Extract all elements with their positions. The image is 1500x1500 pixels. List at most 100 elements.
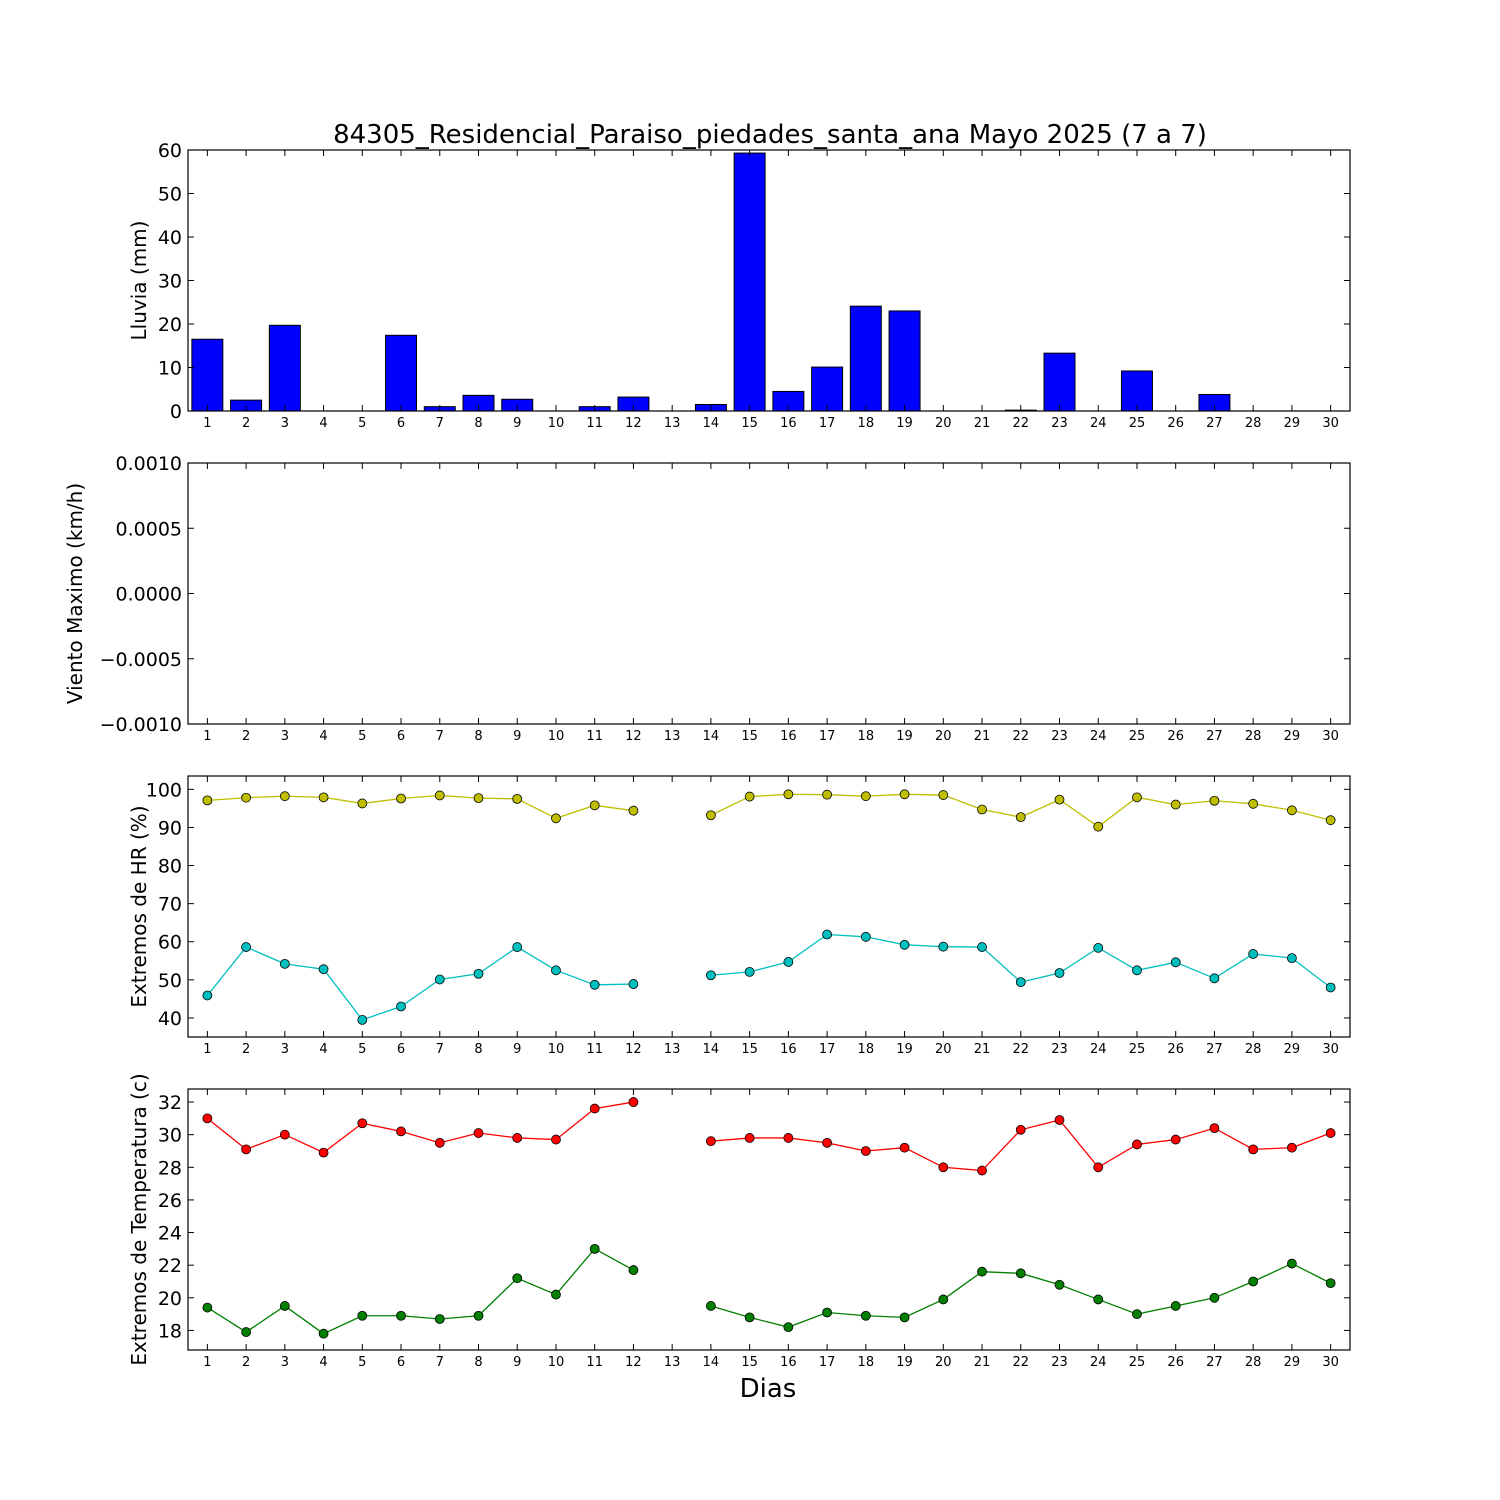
- humidity-ytick-label: 90: [158, 817, 182, 839]
- humidity-xtick-label: 2: [242, 1042, 250, 1057]
- humidity-series-2-point-day-17: [822, 929, 832, 940]
- temperature-series-2-point-day-8: [473, 1310, 484, 1321]
- temperature-series-1-point-day-26: [1170, 1134, 1181, 1145]
- humidity-xtick-label: 1: [203, 1042, 211, 1057]
- rain-xtick-label: 23: [1051, 416, 1068, 431]
- humidity-series-1-point-day-8: [473, 793, 484, 803]
- wind-xtick-label: 28: [1245, 729, 1262, 744]
- humidity-series-1-point-day-17: [822, 789, 832, 800]
- temperature-series-1-point-day-30: [1325, 1128, 1336, 1138]
- temperature-series-1-point-day-29: [1287, 1142, 1297, 1153]
- temperature-series-2-point-day-3: [279, 1301, 290, 1311]
- temperature-xtick-label: 25: [1129, 1355, 1146, 1370]
- rain-xtick-label: 1: [203, 416, 211, 431]
- rain-xtick-label: 4: [319, 416, 327, 431]
- temperature-xtick-label: 9: [513, 1355, 521, 1370]
- wind-xtick-label: 20: [935, 729, 952, 744]
- humidity-series-2-point-day-21: [977, 942, 987, 952]
- wind-xtick-label: 15: [741, 729, 758, 744]
- humidity-xtick-label: 15: [741, 1042, 758, 1057]
- wind-xtick-label: 13: [664, 729, 681, 744]
- humidity-series-2-point-day-27: [1209, 973, 1220, 984]
- temperature-xtick-label: 18: [858, 1355, 875, 1370]
- temperature-series-2-point-day-15: [744, 1312, 755, 1323]
- humidity-series-2-point-day-14: [706, 970, 716, 981]
- temperature-series-2-point-day-22: [1015, 1268, 1026, 1279]
- humidity-xtick-label: 23: [1051, 1042, 1068, 1057]
- rain-ytick-label: 40: [158, 227, 182, 249]
- temperature-series-2-point-day-17: [822, 1307, 832, 1318]
- humidity-series-2-point-day-2: [241, 942, 252, 952]
- humidity-series-1-point-day-23: [1054, 794, 1065, 805]
- temperature-series-1-point-day-7: [434, 1137, 445, 1148]
- temperature-xtick-label: 22: [1012, 1355, 1029, 1370]
- humidity-series-1-point-day-4: [318, 792, 329, 803]
- temperature-series-2-point-day-28: [1248, 1276, 1259, 1287]
- humidity-series-2-line-1: [206, 946, 634, 1021]
- rain-ytick-label: 50: [158, 184, 182, 206]
- rain-plot-frame: [187, 149, 1351, 412]
- temperature-ytick-label: 30: [158, 1125, 182, 1147]
- temperature-series-2-point-day-7: [434, 1314, 445, 1324]
- temperature-series-1: [202, 1097, 1336, 1176]
- temperature-series-1-point-day-4: [318, 1147, 329, 1158]
- humidity-series-1-point-day-14: [706, 810, 716, 821]
- rain-xtick-label: 16: [780, 416, 797, 431]
- humidity-xtick-label: 28: [1245, 1042, 1262, 1057]
- temperature-xtick-label: 30: [1322, 1355, 1339, 1370]
- temperature-xtick-label: 5: [358, 1355, 366, 1370]
- wind-xtick-label: 5: [358, 729, 366, 744]
- rain-xtick-label: 8: [474, 416, 482, 431]
- humidity-series-1-point-day-22: [1015, 812, 1026, 823]
- rain-xtick-label: 21: [974, 416, 991, 431]
- humidity-series-1-line-1: [207, 794, 634, 819]
- humidity-series-1-point-day-11: [589, 800, 600, 811]
- humidity-series-2-point-day-25: [1132, 965, 1142, 976]
- temperature-series-2-point-day-2: [241, 1327, 252, 1337]
- rain-xtick-label: 30: [1322, 416, 1339, 431]
- humidity-series-2-point-day-3: [279, 958, 290, 969]
- wind-xtick-label: 22: [1012, 729, 1029, 744]
- humidity-xtick-label: 3: [281, 1042, 289, 1057]
- temperature-xtick-label: 11: [586, 1355, 603, 1370]
- temperature-series-1-line-1: [206, 1101, 634, 1154]
- rain-xtick-label: 27: [1206, 416, 1223, 431]
- temperature-series-1-point-day-17: [822, 1137, 832, 1148]
- figure-title: 84305_Residencial_Paraiso_piedades_santa…: [333, 120, 1207, 150]
- temperature-xtick-label: 6: [397, 1355, 405, 1370]
- rain-xtick-label: 12: [625, 416, 642, 431]
- temperature-xtick-label: 16: [780, 1355, 797, 1370]
- temperature-series-2-point-day-12: [628, 1265, 639, 1275]
- temperature-ytick-label: 22: [158, 1255, 182, 1277]
- rain-xtick-label: 3: [281, 416, 289, 431]
- temperature-series-1-point-day-2: [241, 1144, 252, 1155]
- rain-ytick-label: 10: [158, 358, 182, 380]
- humidity-series-2-point-day-10: [551, 965, 561, 976]
- temperature-xtick-label: 19: [896, 1355, 913, 1370]
- temperature-xtick-label: 13: [664, 1355, 681, 1370]
- wind-ytick-label: 0.0010: [116, 453, 182, 475]
- humidity-series-1-point-day-16: [783, 789, 794, 800]
- humidity-series-2-point-day-22: [1015, 977, 1026, 988]
- temperature-series-1-point-day-15: [744, 1133, 755, 1143]
- rain-bar-day-17: [811, 366, 844, 412]
- x-axis-label: Dias: [740, 1374, 797, 1404]
- wind-xtick-label: 17: [819, 729, 836, 744]
- rain-ytick-label: 60: [158, 140, 182, 162]
- wind-xtick-label: 23: [1051, 729, 1068, 744]
- temperature-ytick-label: 18: [158, 1320, 182, 1342]
- wind-ytick-label: 0.0005: [116, 518, 182, 540]
- temperature-xtick-label: 24: [1090, 1355, 1107, 1370]
- rain-xtick-label: 24: [1090, 416, 1107, 431]
- temperature-series-1-point-day-11: [589, 1103, 600, 1114]
- humidity-series-2-point-day-12: [628, 979, 639, 989]
- wind-xtick-label: 10: [548, 729, 565, 744]
- humidity-series-2-point-day-18: [860, 931, 871, 942]
- temperature-xtick-label: 17: [819, 1355, 836, 1370]
- temperature-series-1-point-day-20: [938, 1162, 949, 1173]
- temperature-series-1-point-day-8: [473, 1128, 484, 1138]
- humidity-xtick-label: 22: [1012, 1042, 1029, 1057]
- humidity-series-1-point-day-30: [1325, 815, 1336, 826]
